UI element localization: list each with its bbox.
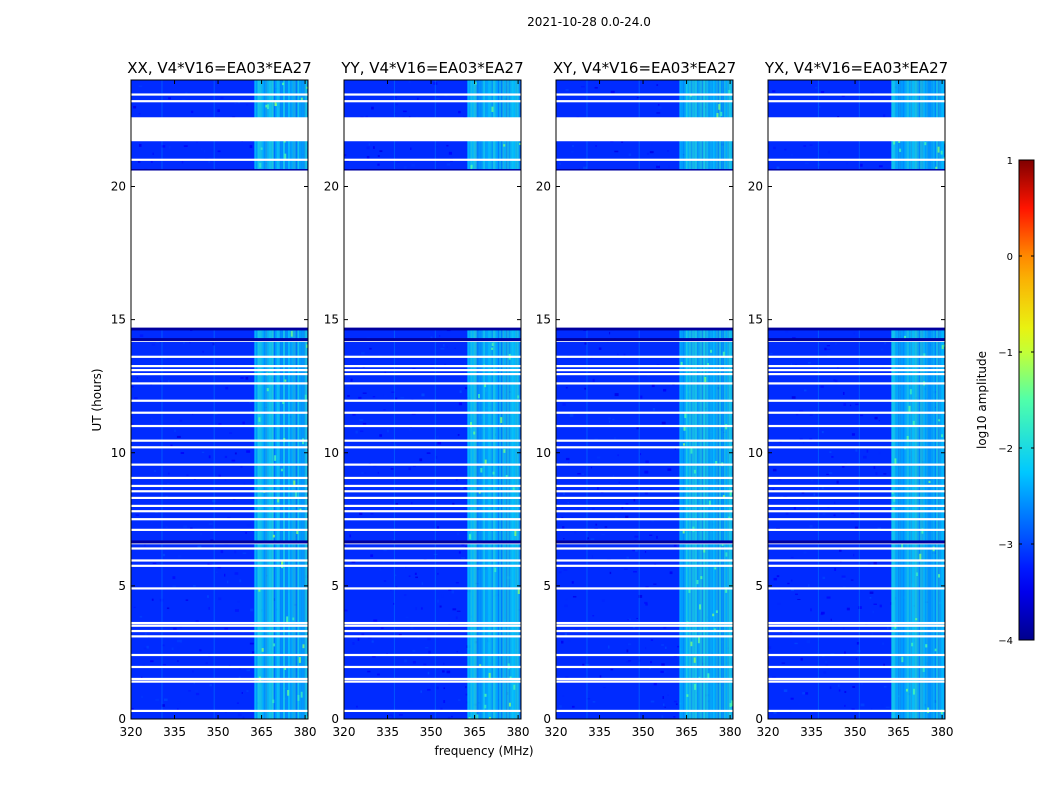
panel-frame <box>555 79 734 720</box>
figure-title: 2021-10-28 0.0-24.0 <box>527 15 651 29</box>
y-tick-label: 5 <box>755 579 763 593</box>
x-tick-label: 320 <box>757 725 780 739</box>
data-gap <box>131 170 308 328</box>
x-tick-label: 380 <box>294 725 317 739</box>
colorbar: −4 −3 −2 −1 0 1 log10 amplitude <box>975 156 1035 647</box>
x-tick-label: 320 <box>545 725 568 739</box>
colorbar-scale <box>1018 159 1035 641</box>
data-gap <box>768 117 945 142</box>
panel-xx: 0 5 10 15 20 320 335 350 365 380 XX, V4*V16=EA03*E… <box>111 59 317 739</box>
panel-title: XY, V4*V16=EA03*EA27 <box>553 59 736 77</box>
y-axis-label: UT (hours) <box>90 368 104 431</box>
y-tick-label: 10 <box>748 446 763 460</box>
rfi-band <box>467 80 521 719</box>
y-tick-label: 15 <box>748 313 763 327</box>
y-tick-label: 5 <box>331 579 339 593</box>
panel-yy: 0 5 10 15 20 320 335 350 365 380 YY, V4*V16=EA03*E… <box>324 59 530 739</box>
panel-title: YY, V4*V16=EA03*EA27 <box>340 59 523 77</box>
y-tick-label: 5 <box>543 579 551 593</box>
y-tick-label: 0 <box>543 712 551 726</box>
panel-frame <box>767 79 946 720</box>
x-tick-label: 380 <box>719 725 742 739</box>
data-gap <box>344 170 521 328</box>
colorbar-tick-label: 0 <box>1007 252 1013 263</box>
panel-yx: 0 5 10 15 20 320 335 350 365 380 YX, V4*V16=EA03*E… <box>748 59 954 739</box>
colorbar-tick-label: −1 <box>998 348 1013 359</box>
y-tick-label: 20 <box>748 180 763 194</box>
y-tick-label: 0 <box>118 712 126 726</box>
data-gap <box>556 170 733 328</box>
y-tick-label: 0 <box>331 712 339 726</box>
x-tick-label: 320 <box>120 725 143 739</box>
x-tick-label: 335 <box>376 725 399 739</box>
y-tick-label: 10 <box>536 446 551 460</box>
x-tick-label: 365 <box>675 725 698 739</box>
panels-group: 0 5 10 15 20 320 335 350 365 380 XX, V4*V16=EA03*E… <box>111 59 954 739</box>
x-tick-label: 380 <box>931 725 954 739</box>
y-tick-label: 20 <box>536 180 551 194</box>
y-tick-label: 15 <box>536 313 551 327</box>
x-tick-label: 335 <box>163 725 186 739</box>
x-tick-label: 350 <box>632 725 655 739</box>
panel-xy: 0 5 10 15 20 320 335 350 365 380 XY, V4*V16=EA03*E… <box>536 59 742 739</box>
colorbar-tick-label: 1 <box>1007 156 1013 167</box>
x-tick-label: 365 <box>887 725 910 739</box>
data-gap <box>556 117 733 142</box>
y-tick-label: 15 <box>324 313 339 327</box>
x-axis-label: frequency (MHz) <box>434 744 533 758</box>
rfi-band <box>679 80 733 719</box>
colorbar-tick-label: −3 <box>998 540 1013 551</box>
x-tick-label: 335 <box>588 725 611 739</box>
colorbar-tick-label: −2 <box>998 444 1013 455</box>
data-gap <box>768 170 945 328</box>
y-tick-label: 0 <box>755 712 763 726</box>
flagged-rows <box>556 93 733 713</box>
x-tick-label: 335 <box>800 725 823 739</box>
y-tick-label: 20 <box>111 180 126 194</box>
rfi-band <box>254 80 308 719</box>
y-tick-label: 20 <box>324 180 339 194</box>
rfi-band <box>891 80 945 719</box>
y-tick-label: 15 <box>111 313 126 327</box>
x-tick-label: 365 <box>250 725 273 739</box>
x-tick-label: 380 <box>507 725 530 739</box>
panel-frame <box>343 79 522 720</box>
x-tick-label: 350 <box>207 725 230 739</box>
colorbar-tick-label: −4 <box>998 636 1013 647</box>
colorbar-label: log10 amplitude <box>975 351 989 449</box>
x-tick-label: 365 <box>463 725 486 739</box>
panel-title: XX, V4*V16=EA03*EA27 <box>127 59 311 77</box>
data-gap <box>131 117 308 142</box>
panel-title: YX, V4*V16=EA03*EA27 <box>764 59 948 77</box>
y-tick-label: 5 <box>118 579 126 593</box>
x-tick-label: 320 <box>333 725 356 739</box>
x-tick-label: 350 <box>420 725 443 739</box>
y-tick-label: 10 <box>324 446 339 460</box>
y-tick-label: 10 <box>111 446 126 460</box>
panel-frame <box>130 79 309 720</box>
x-tick-label: 350 <box>844 725 867 739</box>
data-gap <box>344 117 521 142</box>
